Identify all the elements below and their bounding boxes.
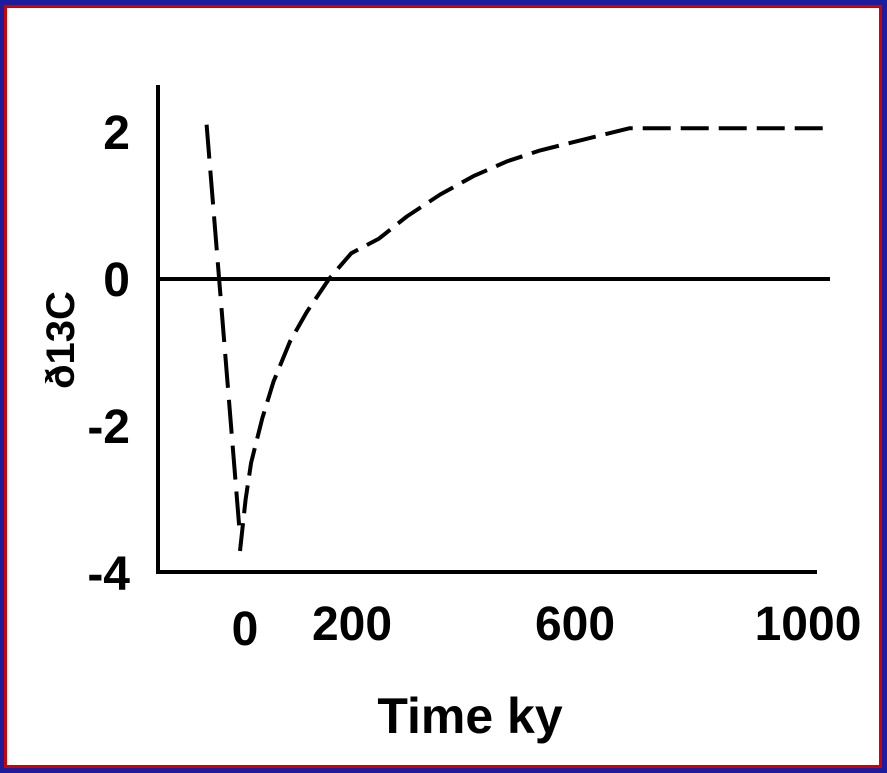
series-line-1 — [204, 124, 242, 537]
x-axis-label: Time ky — [377, 688, 562, 744]
y-tick-label: 2 — [103, 107, 130, 160]
y-axis-label: ð13C — [39, 291, 83, 389]
x-tick-label: 200 — [312, 598, 392, 651]
axes — [156, 85, 817, 574]
y-tick-label: -2 — [87, 401, 130, 454]
x-tick-label: 600 — [535, 598, 615, 651]
y-tick-label: 0 — [103, 254, 130, 307]
x-tick-labels: 0 200 600 1000 — [232, 598, 862, 656]
y-tick-labels: 2 0 -2 -4 — [87, 107, 130, 601]
x-tick-label: 1000 — [755, 598, 862, 651]
series-line-2 — [238, 126, 824, 552]
series-group — [204, 124, 824, 552]
inner-border — [4, 5, 882, 768]
x-tick-label: 0 — [232, 603, 259, 656]
y-tick-label: -4 — [87, 548, 130, 601]
